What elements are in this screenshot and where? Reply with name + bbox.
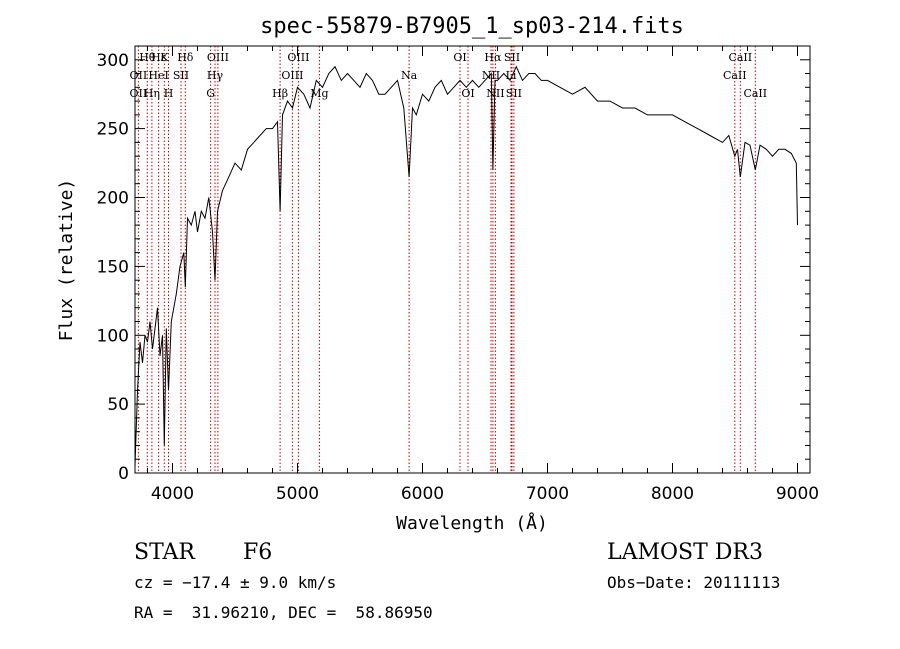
line-label-20: Hα <box>484 51 502 64</box>
line-label-10: OIII <box>207 51 229 64</box>
x-axis-label: Wavelength (Å) <box>396 512 548 534</box>
line-label-26: CaII <box>728 51 752 64</box>
y-tick-label-1: 50 <box>107 395 129 415</box>
line-label-1: OII <box>130 69 148 82</box>
x-tick-label-4: 8000 <box>651 484 694 504</box>
y-tick-label-4: 200 <box>97 189 129 209</box>
y-tick-label-2: 100 <box>97 326 129 346</box>
x-tick-label-1: 5000 <box>276 484 319 504</box>
line-label-11: Hγ <box>207 69 224 82</box>
y-tick-label-5: 250 <box>97 120 129 140</box>
line-label-9: Hδ <box>177 51 194 64</box>
y-axis-label: Flux (relative) <box>56 179 77 342</box>
line-label-14: OIII <box>281 69 303 82</box>
line-label-6: K <box>160 51 169 64</box>
line-label-3: Hη <box>144 87 160 100</box>
redshift-readout: cz = −17.4 ± 9.0 km/s <box>134 573 337 592</box>
obs-date: Obs−Date: 20111113 <box>607 573 781 592</box>
line-label-0: Hθ <box>139 51 156 64</box>
line-label-25: SII <box>506 87 522 100</box>
line-label-16: Mg <box>310 87 328 100</box>
line-label-27: CaII <box>723 69 747 82</box>
line-label-7: H <box>164 87 174 100</box>
object-class: STAR <box>134 540 195 565</box>
plot-frame <box>134 45 811 474</box>
line-label-13: OIII <box>287 51 309 64</box>
line-label-24: Li <box>506 69 517 82</box>
line-label-23: SII <box>504 51 520 64</box>
line-label-15: Hβ <box>272 87 288 100</box>
survey-name: LAMOST DR3 <box>607 540 763 565</box>
axis-ticks: 4000 5000 6000 7000 8000 9000 0 50 100 150 200 250 3… <box>97 45 819 504</box>
x-tick-label-2: 6000 <box>401 484 444 504</box>
spectrum-chart: spec-55879-B7905_1_sp03-214.fits Hθ OII OI… <box>56 14 819 534</box>
line-label-5: HeI <box>148 69 168 82</box>
line-markers <box>137 46 756 473</box>
x-tick-label-3: 7000 <box>526 484 569 504</box>
line-label-12: G <box>206 87 215 100</box>
y-tick-label-3: 150 <box>97 257 129 277</box>
line-label-21: NII <box>482 69 500 82</box>
spectrum-series <box>134 65 798 467</box>
line-label-22: NII <box>486 87 504 100</box>
line-label-4: Hε <box>151 51 167 64</box>
y-tick-label-6: 300 <box>97 51 129 71</box>
line-label-17: Na <box>401 69 418 82</box>
line-label-2: OII <box>130 87 148 100</box>
spectrum-line <box>134 65 798 467</box>
line-label-8: SII <box>173 69 189 82</box>
line-label-18: OI <box>453 51 466 64</box>
coordinates-readout: RA = 31.96210, DEC = 58.86950 <box>134 603 433 622</box>
y-tick-label-0: 0 <box>118 464 129 484</box>
x-tick-label-5: 9000 <box>776 484 819 504</box>
object-subclass: F6 <box>243 540 273 565</box>
line-label-28: CaII <box>743 87 767 100</box>
line-label-19: OI <box>461 87 474 100</box>
chart-title: spec-55879-B7905_1_sp03-214.fits <box>260 14 684 39</box>
x-tick-label-0: 4000 <box>151 484 194 504</box>
